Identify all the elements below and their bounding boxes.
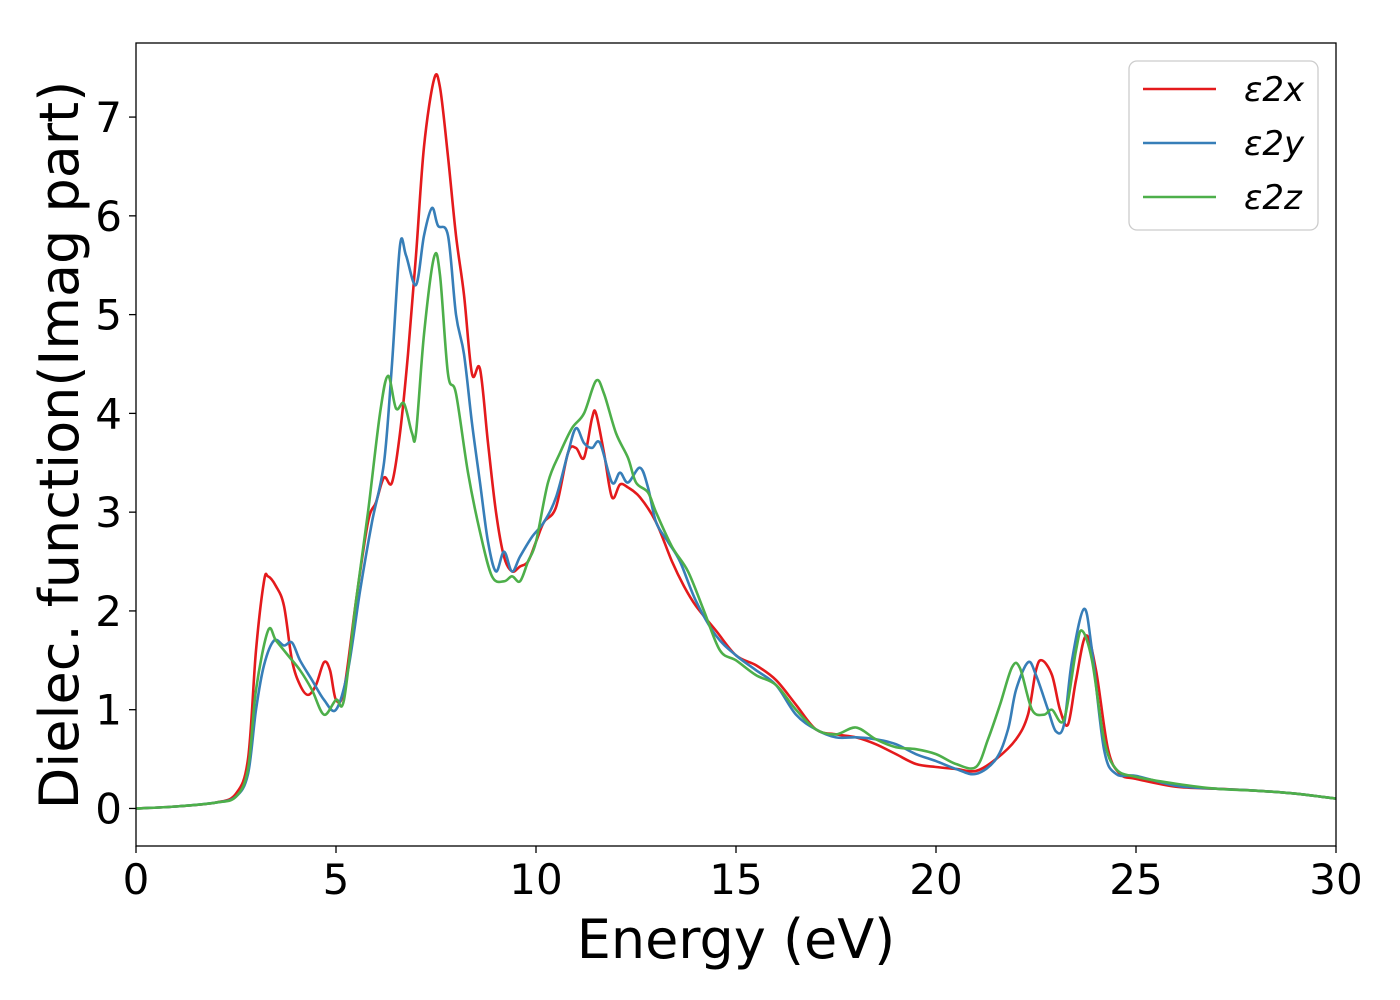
- series-line-3: [136, 251, 1336, 810]
- series-line-1: [136, 73, 1336, 810]
- legend-box: [1128, 60, 1319, 231]
- tick-layer: 0 5 10 15 20 25 30 0 1 2 3 4 5 6 7: [95, 93, 1362, 904]
- y-tick-label: 2: [95, 587, 122, 636]
- legend-label-1: ε2x: [1244, 70, 1305, 110]
- y-tick-label: 6: [95, 192, 122, 241]
- y-tick-label: 7: [95, 93, 122, 142]
- y-tick-label: 5: [95, 291, 122, 340]
- y-tick-label: 0: [95, 784, 122, 833]
- x-tick-label: 20: [909, 855, 962, 904]
- x-tick-label: 5: [323, 855, 350, 904]
- y-tick-label: 1: [95, 686, 122, 735]
- legend: ε2x ε2y ε2z: [1128, 60, 1319, 231]
- x-tick-label: 10: [509, 855, 562, 904]
- series-layer: [136, 73, 1336, 810]
- x-tick-label: 30: [1309, 855, 1362, 904]
- y-tick-label: 3: [95, 488, 122, 537]
- x-axis-label: Energy (eV): [577, 908, 896, 971]
- y-axis-label: Dielec. function(Imag part): [28, 81, 91, 810]
- x-tick-label: 0: [123, 855, 150, 904]
- x-tick-label: 25: [1109, 855, 1162, 904]
- legend-label-2: ε2y: [1244, 124, 1305, 164]
- x-tick-label: 15: [709, 855, 762, 904]
- legend-label-3: ε2z: [1244, 178, 1303, 218]
- y-tick-label: 4: [95, 389, 122, 438]
